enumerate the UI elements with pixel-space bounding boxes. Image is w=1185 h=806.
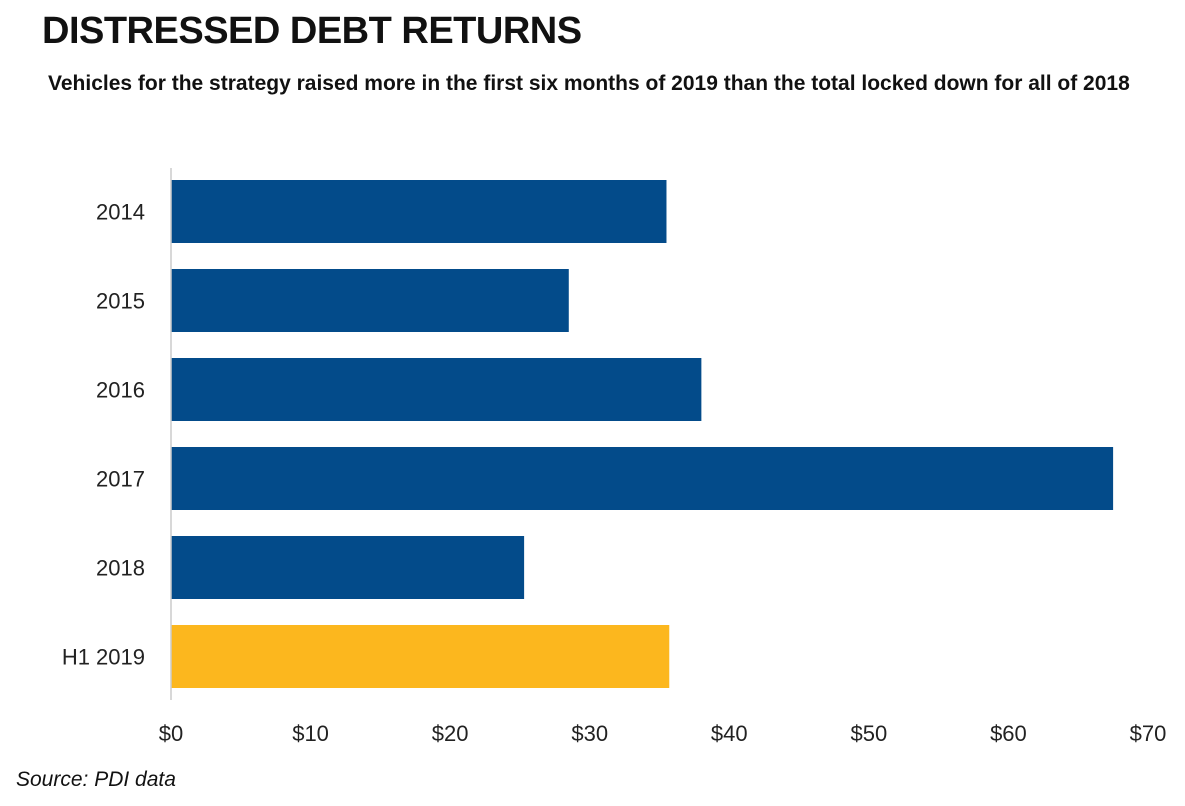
category-label: 2017 [96,467,145,492]
x-tick-label: $40 [711,721,748,746]
x-tick-label: $50 [850,721,887,746]
category-label: 2018 [96,556,145,581]
category-label: 2014 [96,200,145,225]
x-tick-label: $20 [432,721,469,746]
bar-2018 [171,536,525,599]
bar-h1-2019 [171,625,670,688]
chart-title: DISTRESSED DEBT RETURNS [42,10,582,52]
bar-2014 [171,180,667,243]
bars-group [171,180,1114,688]
source-note: Source: PDI data [16,768,176,791]
bar-2015 [171,269,569,332]
category-label: 2016 [96,378,145,403]
x-tick-label: $30 [571,721,608,746]
bar-2016 [171,358,702,421]
x-tick-label: $60 [990,721,1027,746]
chart-subtitle: Vehicles for the strategy raised more in… [48,72,1130,95]
x-tick-label: $70 [1130,721,1167,746]
category-labels: 2014 2015 2016 2017 2018 H1 2019 [62,200,145,670]
x-tick-label: $0 [159,721,183,746]
bar-2017 [171,447,1114,510]
category-label: 2015 [96,289,145,314]
category-label: H1 2019 [62,645,145,670]
x-tick-labels: $0 $10 $20 $30 $40 $50 $60 $70 [159,721,1167,746]
x-tick-label: $10 [292,721,329,746]
